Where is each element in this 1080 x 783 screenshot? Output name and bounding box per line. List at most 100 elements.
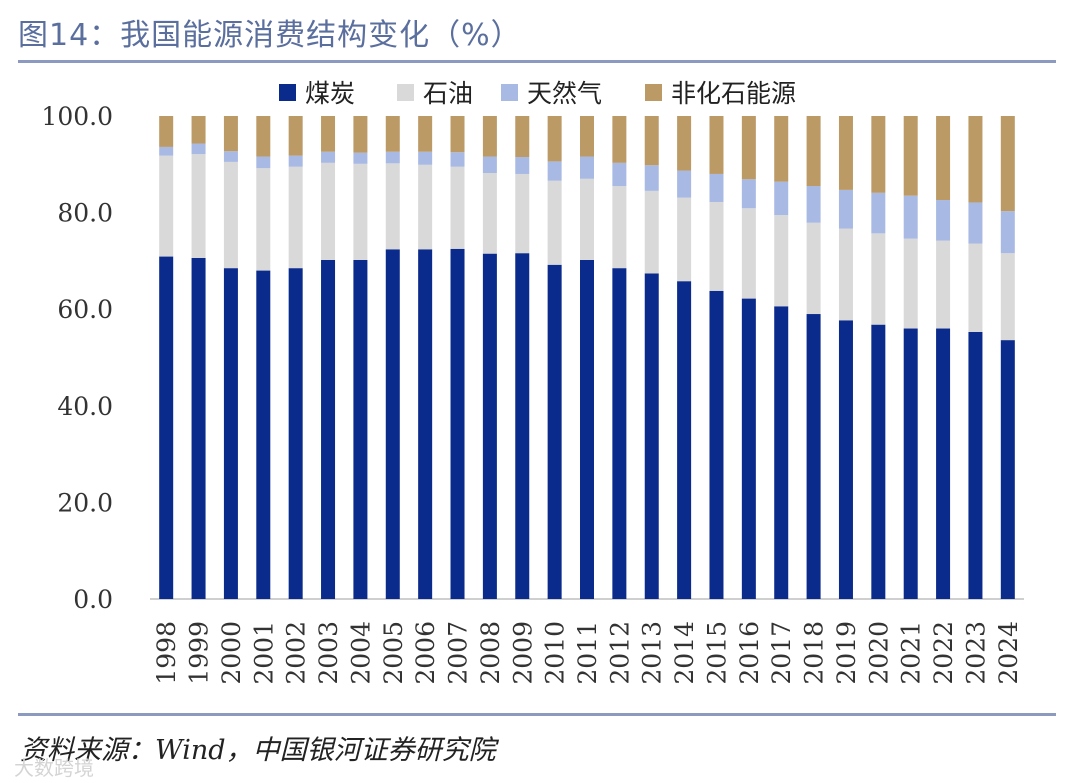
bar-2020-series-3 — [871, 116, 886, 193]
bar-1998-series-1 — [159, 155, 174, 257]
bar-1998-series-2 — [159, 146, 174, 156]
x-tick-label: 2014 — [670, 621, 699, 685]
bar-2014-series-2 — [677, 170, 692, 198]
bar-2014-series-1 — [677, 197, 692, 282]
bar-1999-series-1 — [191, 154, 206, 259]
bar-2017-series-1 — [774, 215, 789, 307]
legend-label-2: 天然气 — [527, 79, 602, 108]
bar-2012-series-3 — [612, 116, 627, 163]
bar-2012-series-1 — [612, 186, 627, 269]
y-tick-label: 0.0 — [73, 585, 113, 614]
bar-2022-series-0 — [936, 328, 951, 599]
bar-2023-series-1 — [968, 243, 983, 332]
bar-2003-series-3 — [321, 116, 336, 152]
bar-2011-series-2 — [580, 156, 594, 179]
bar-2008-series-0 — [482, 253, 497, 599]
bar-2023-series-2 — [968, 202, 983, 244]
y-tick-label: 60.0 — [57, 295, 113, 324]
x-tick-label: 2005 — [379, 621, 408, 685]
x-tick-label: 2001 — [249, 621, 278, 685]
bar-2001-series-0 — [256, 270, 271, 599]
bar-1998-series-0 — [159, 256, 174, 599]
bar-2010-series-2 — [547, 161, 562, 181]
bar-2020-series-0 — [871, 324, 886, 599]
bar-2003-series-2 — [321, 151, 336, 163]
bar-2023-series-0 — [968, 331, 983, 599]
bar-2016-series-1 — [741, 208, 756, 299]
bar-2011-series-1 — [580, 178, 594, 260]
bar-2020-series-1 — [871, 233, 886, 325]
bar-2005-series-1 — [385, 163, 400, 250]
bar-2013-series-0 — [644, 273, 659, 599]
bar-2015-series-0 — [709, 290, 724, 599]
bar-2000-series-3 — [223, 116, 238, 152]
bar-2007-series-3 — [450, 116, 465, 153]
bar-2003-series-1 — [321, 162, 336, 260]
bar-2002-series-3 — [288, 116, 303, 156]
bar-2014-series-3 — [677, 116, 692, 171]
bar-2002-series-2 — [288, 155, 303, 167]
y-tick-label: 40.0 — [57, 392, 113, 421]
legend-label-3: 非化石能源 — [671, 79, 796, 108]
bar-2010-series-3 — [547, 116, 562, 162]
bar-2001-series-3 — [256, 116, 271, 157]
x-tick-label: 2013 — [638, 621, 667, 685]
bar-2021-series-0 — [903, 328, 918, 599]
legend-label-1: 石油 — [423, 79, 473, 108]
bar-2010-series-0 — [547, 264, 562, 599]
x-tick-label: 1998 — [152, 621, 181, 685]
bar-2000-series-1 — [223, 161, 238, 269]
bar-2007-series-0 — [450, 248, 465, 599]
bar-2018-series-1 — [806, 222, 821, 315]
y-tick-label: 20.0 — [57, 488, 113, 517]
bar-2008-series-1 — [482, 172, 497, 254]
bar-2004-series-3 — [353, 116, 368, 153]
x-tick-label: 2009 — [508, 621, 537, 685]
top-divider — [18, 60, 1056, 63]
bar-2010-series-1 — [547, 180, 562, 265]
x-tick-label: 2020 — [864, 621, 893, 685]
bar-1999-series-2 — [191, 143, 206, 155]
bar-2012-series-2 — [612, 162, 627, 187]
bar-2002-series-0 — [288, 268, 303, 599]
x-tick-label: 2000 — [217, 621, 246, 685]
y-tick-label: 80.0 — [57, 199, 113, 228]
legend-swatch-2 — [501, 84, 518, 101]
legend-swatch-0 — [279, 84, 296, 101]
bar-2008-series-3 — [482, 116, 497, 157]
bar-2024-series-0 — [1000, 340, 1015, 599]
bar-1998-series-3 — [159, 116, 174, 147]
bar-2014-series-0 — [677, 281, 692, 599]
bar-1999-series-3 — [191, 116, 206, 144]
x-tick-label: 2022 — [929, 621, 958, 685]
bar-2005-series-0 — [385, 249, 400, 600]
bar-2018-series-2 — [806, 186, 821, 223]
bar-2011-series-3 — [580, 116, 594, 157]
legend-swatch-3 — [645, 84, 662, 101]
bar-2007-series-1 — [450, 166, 465, 249]
x-tick-label: 2021 — [897, 621, 926, 685]
bar-2013-series-2 — [644, 165, 659, 191]
bar-2005-series-2 — [385, 151, 400, 164]
bar-2017-series-3 — [774, 116, 789, 182]
bar-2024-series-2 — [1000, 211, 1015, 254]
bar-2004-series-1 — [353, 163, 368, 260]
bar-2015-series-1 — [709, 201, 724, 291]
x-tick-label: 2012 — [605, 621, 634, 685]
bar-2006-series-3 — [418, 116, 433, 152]
bar-2006-series-1 — [418, 164, 433, 250]
bar-2006-series-0 — [418, 249, 433, 600]
x-tick-label: 2004 — [346, 621, 375, 685]
bar-2011-series-0 — [580, 259, 594, 599]
bar-2022-series-1 — [936, 240, 951, 329]
bar-2004-series-0 — [353, 259, 368, 599]
bar-2021-series-3 — [903, 116, 918, 196]
legend-label-0: 煤炭 — [305, 79, 355, 108]
bar-2020-series-2 — [871, 192, 886, 234]
stacked-bar-chart: 0.0 20.0 40.0 60.0 80.0 100.0 1998 1999 2000 2001… — [41, 79, 1024, 685]
bar-2024-series-1 — [1000, 253, 1015, 341]
bar-2022-series-3 — [936, 116, 951, 201]
bar-2018-series-3 — [806, 116, 821, 187]
x-tick-label: 2002 — [282, 621, 311, 685]
bar-2001-series-1 — [256, 168, 271, 271]
